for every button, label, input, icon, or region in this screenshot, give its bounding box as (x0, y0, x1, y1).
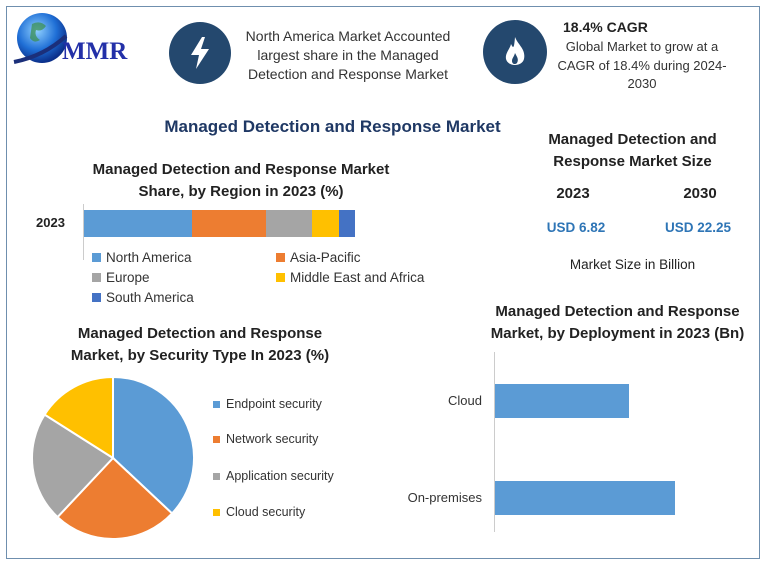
pie-legend-endpoint: Endpoint security (213, 397, 322, 411)
legend-swatch (92, 253, 101, 262)
value-2023: USD 6.82 (546, 220, 606, 235)
lightning-bolt-icon (169, 22, 231, 84)
highlight2-line: CAGR of 18.4% during 2024- (557, 57, 727, 73)
region-segment-asia-pacific (192, 210, 266, 237)
deployment-bar-on-premises (495, 481, 675, 515)
pie-slice-endpoint-security (112, 375, 195, 515)
pie-legend-application: Application security (213, 469, 334, 483)
legend-label: North America (106, 250, 192, 265)
year-2023: 2023 (556, 185, 590, 202)
security-chart-title-line: Managed Detection and Response (77, 325, 323, 342)
region-axis-line (83, 204, 84, 260)
deployment-label-on-premises: On-premises (407, 490, 482, 505)
legend-middle-east-africa: Middle East and Africa (276, 270, 424, 285)
highlight2-line: Global Market to grow at a (565, 39, 719, 54)
cagr-title: 18.4% CAGR (563, 19, 648, 35)
pie-slice-cloud-security (43, 375, 114, 460)
market-size-title: Managed Detection and Response Market Si… (520, 129, 745, 173)
value-2030: USD 22.25 (664, 220, 732, 235)
region-segment-europe (265, 210, 312, 237)
region-category-label: 2023 (36, 215, 65, 230)
legend-label: Network security (226, 432, 319, 446)
legend-swatch (276, 273, 285, 282)
highlight1-line: Detection and Response Market (248, 66, 448, 82)
deployment-chart-title-line: Market, by Deployment in 2023 (Bn) (490, 325, 745, 342)
region-stacked-bar (84, 210, 355, 237)
region-segment-south-america (338, 210, 355, 237)
pie-slice-network-security (56, 456, 174, 540)
legend-swatch (213, 435, 220, 443)
deployment-axis-line (494, 352, 495, 532)
pie-legend-cloud: Cloud security (213, 505, 305, 519)
pie-slice-application-security (31, 413, 115, 519)
main-title: Managed Detection and Response Market (164, 117, 501, 136)
region-chart-title-line: Share, by Region in 2023 (%) (138, 183, 344, 200)
infographic-frame (6, 6, 760, 559)
globe-icon (13, 13, 68, 64)
legend-swatch (213, 508, 220, 516)
market-size-title-line: Managed Detection and (548, 131, 717, 148)
deployment-chart-title-line: Managed Detection and Response (495, 303, 740, 320)
highlight1-line: largest share in the Managed (257, 47, 439, 63)
flame-icon (483, 20, 547, 84)
legend-label: Endpoint security (226, 397, 322, 411)
legend-south-america: South America (92, 290, 194, 305)
security-chart-title-line: Market, by Security Type In 2023 (%) (70, 347, 330, 364)
legend-swatch (213, 472, 220, 480)
legend-swatch (213, 400, 220, 408)
region-chart-title: Managed Detection and Response Market Sh… (60, 159, 422, 203)
mmr-logo: MMR (10, 10, 150, 70)
deployment-label-cloud: Cloud (448, 393, 482, 408)
legend-asia-pacific: Asia-Pacific (276, 250, 361, 265)
legend-swatch (276, 253, 285, 262)
legend-label: Asia-Pacific (290, 250, 361, 265)
region-segment-north-america (84, 210, 193, 237)
legend-label: South America (106, 290, 194, 305)
highlight1-line: North America Market Accounted (245, 28, 451, 44)
deployment-chart-title: Managed Detection and Response Market, b… (470, 301, 765, 345)
market-size-title-line: Response Market Size (553, 153, 712, 170)
pie-legend-network: Network security (213, 432, 318, 446)
legend-north-america: North America (92, 250, 192, 265)
market-size-unit: Market Size in Billion (569, 257, 696, 272)
legend-label: Cloud security (226, 505, 306, 519)
legend-label: Europe (106, 270, 150, 285)
highlight-north-america: North America Market Accounted largest s… (228, 27, 468, 84)
legend-swatch (92, 273, 101, 282)
security-pie-chart (31, 375, 195, 540)
year-2030: 2030 (683, 185, 717, 202)
legend-europe: Europe (92, 270, 150, 285)
highlight2-line: 2030 (627, 76, 657, 91)
security-chart-title: Managed Detection and Response Market, b… (40, 323, 360, 367)
logo-text: MMR (62, 38, 128, 65)
region-segment-middle-east-and-africa (311, 210, 339, 237)
region-chart-title-line: Managed Detection and Response Market (92, 161, 390, 178)
highlight-cagr: Global Market to grow at a CAGR of 18.4%… (548, 38, 736, 94)
legend-label: Application security (226, 469, 334, 483)
legend-label: Middle East and Africa (290, 270, 425, 285)
deployment-bar-cloud (495, 384, 629, 418)
legend-swatch (92, 293, 101, 302)
